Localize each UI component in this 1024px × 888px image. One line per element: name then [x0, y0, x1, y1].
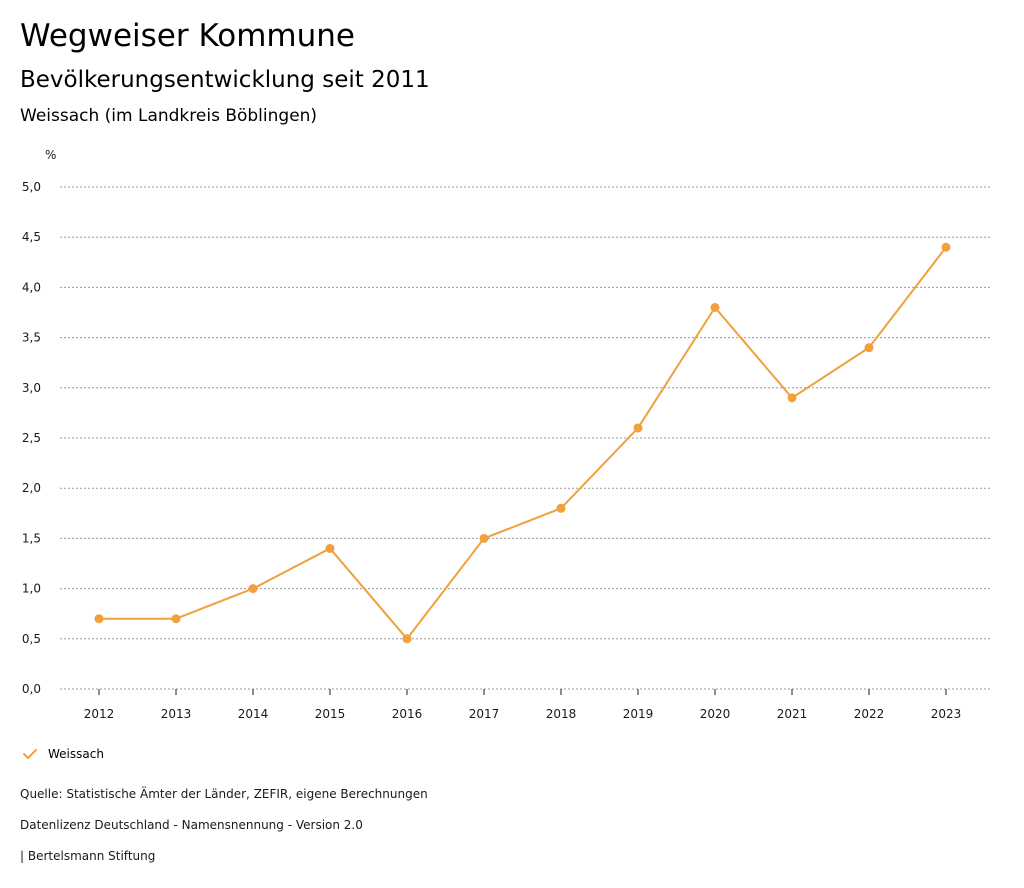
series-weissach: [94, 242, 951, 644]
y-tick-label: 0,0: [22, 682, 41, 696]
y-axis-ticks: 0,0 0,5 1,0 1,5 2,0 2,5 3,0 3,5 4,0 4,5 5,0: [22, 180, 41, 696]
x-tick-label: 2020: [700, 707, 731, 721]
series-line: [99, 246, 947, 640]
check-icon: [23, 749, 37, 759]
y-tick-label: 3,0: [22, 381, 41, 395]
license-note: Datenlizenz Deutschland - Namensnennung …: [20, 818, 363, 832]
x-tick-label: 2022: [854, 707, 885, 721]
x-tick-label: 2016: [392, 707, 423, 721]
data-point[interactable]: [787, 393, 797, 403]
y-tick-label: 5,0: [22, 180, 41, 194]
data-point[interactable]: [556, 503, 566, 513]
y-tick-label: 1,0: [22, 582, 41, 596]
x-axis-ticks: 2012 2013 2014 2015 2016 2017 2018 2019 2020 2021…: [84, 689, 962, 721]
chart-subtitle: Bevölkerungsentwicklung seit 2011: [20, 67, 430, 93]
page-title: Wegweiser Kommune: [20, 18, 355, 54]
x-tick-label: 2015: [315, 707, 346, 721]
x-tick-label: 2019: [623, 707, 654, 721]
data-point[interactable]: [633, 423, 643, 433]
y-tick-label: 1,5: [22, 531, 41, 545]
data-point[interactable]: [94, 614, 104, 624]
x-tick-label: 2017: [469, 707, 500, 721]
x-tick-label: 2023: [931, 707, 962, 721]
source-note: Quelle: Statistische Ämter der Länder, Z…: [20, 787, 428, 801]
y-tick-label: 2,5: [22, 431, 41, 445]
data-point[interactable]: [325, 543, 335, 553]
data-point[interactable]: [941, 242, 951, 252]
y-tick-label: 4,0: [22, 280, 41, 294]
x-tick-label: 2021: [777, 707, 808, 721]
data-point[interactable]: [171, 614, 181, 624]
data-point[interactable]: [248, 584, 258, 594]
y-tick-label: 3,5: [22, 331, 41, 345]
y-tick-label: 0,5: [22, 632, 41, 646]
x-tick-label: 2014: [238, 707, 269, 721]
y-axis-unit-label: %: [45, 148, 56, 162]
data-point[interactable]: [710, 302, 720, 312]
y-tick-label: 4,5: [22, 230, 41, 244]
legend-item-weissach[interactable]: Weissach: [22, 745, 104, 763]
data-point[interactable]: [402, 634, 412, 644]
y-tick-label: 2,0: [22, 481, 41, 495]
x-tick-label: 2013: [161, 707, 192, 721]
line-chart: % 0,0 0,5 1,0 1,5 2,0 2,5 3,0 3,5 4,0 4,5 5,0 2012…: [22, 148, 990, 721]
x-tick-label: 2012: [84, 707, 115, 721]
data-point[interactable]: [864, 343, 874, 353]
legend-label: Weissach: [48, 747, 104, 761]
grid-lines: [60, 186, 990, 690]
x-tick-label: 2018: [546, 707, 577, 721]
region-label: Weissach (im Landkreis Böblingen): [20, 106, 318, 126]
publisher-note: | Bertelsmann Stiftung: [20, 849, 156, 863]
data-point[interactable]: [479, 533, 489, 543]
